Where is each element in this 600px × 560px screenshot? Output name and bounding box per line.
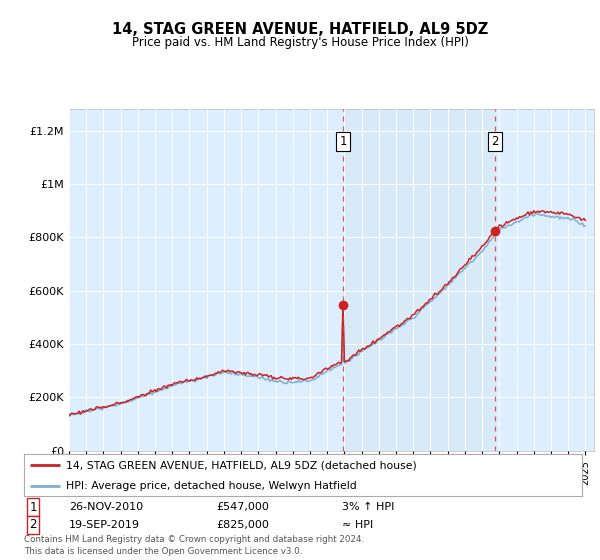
Text: 19-SEP-2019: 19-SEP-2019 [69,520,140,530]
Text: 26-NOV-2010: 26-NOV-2010 [69,502,143,512]
Text: 1: 1 [339,135,347,148]
Text: 2: 2 [491,135,499,148]
Text: Price paid vs. HM Land Registry's House Price Index (HPI): Price paid vs. HM Land Registry's House … [131,36,469,49]
Text: 2: 2 [29,518,37,531]
Text: Contains HM Land Registry data © Crown copyright and database right 2024.
This d: Contains HM Land Registry data © Crown c… [24,535,364,556]
Text: 14, STAG GREEN AVENUE, HATFIELD, AL9 5DZ: 14, STAG GREEN AVENUE, HATFIELD, AL9 5DZ [112,22,488,38]
Bar [343,109,495,451]
Text: 3% ↑ HPI: 3% ↑ HPI [342,502,394,512]
Text: ≈ HPI: ≈ HPI [342,520,373,530]
Text: 1: 1 [29,501,37,514]
Text: HPI: Average price, detached house, Welwyn Hatfield: HPI: Average price, detached house, Welw… [66,482,356,491]
Text: £825,000: £825,000 [216,520,269,530]
Text: £547,000: £547,000 [216,502,269,512]
Text: 14, STAG GREEN AVENUE, HATFIELD, AL9 5DZ (detached house): 14, STAG GREEN AVENUE, HATFIELD, AL9 5DZ… [66,460,416,470]
